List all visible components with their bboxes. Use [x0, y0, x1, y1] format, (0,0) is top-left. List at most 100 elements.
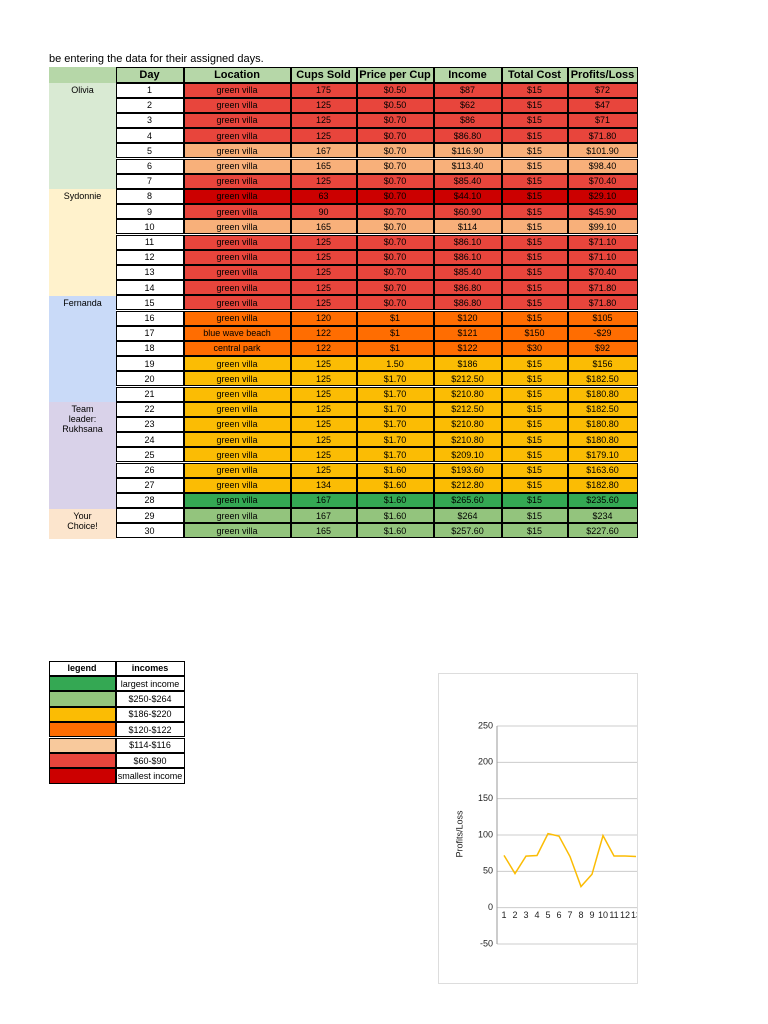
group-cell: Fernanda: [49, 295, 116, 403]
data-cell: $0.70: [356, 128, 434, 144]
legend-swatch: [48, 752, 116, 769]
x-tick-label: 12: [620, 910, 630, 920]
data-cell: $15: [501, 234, 568, 250]
data-cell: $15: [501, 432, 568, 448]
data-cell: $47: [567, 97, 638, 113]
data-cell: green villa: [183, 356, 291, 372]
data-cell: $0.50: [356, 97, 434, 113]
day-cell: 6: [115, 158, 184, 174]
day-cell: 9: [115, 204, 184, 220]
data-cell: green villa: [183, 401, 291, 417]
data-cell: $179.10: [567, 447, 638, 463]
data-cell: 122: [290, 340, 357, 357]
line-series: [503, 832, 637, 888]
data-cell: $15: [501, 356, 568, 372]
data-cell: $86.10: [433, 234, 502, 250]
data-cell: $71: [567, 112, 638, 129]
header-cell: Location: [183, 66, 291, 83]
legend-label: $120-$122: [115, 722, 185, 738]
data-cell: $209.10: [433, 447, 502, 463]
header-cell: Profits/Loss: [567, 66, 638, 83]
x-tick-label: 7: [567, 910, 572, 920]
data-cell: $15: [501, 173, 568, 189]
y-tick-label: 100: [478, 829, 493, 839]
data-cell: $0.70: [356, 219, 434, 235]
data-cell: 90: [290, 204, 357, 220]
legend-swatch: [48, 706, 116, 723]
data-cell: $1.60: [356, 492, 434, 509]
data-cell: $62: [433, 97, 502, 113]
data-cell: green villa: [183, 173, 291, 189]
data-cell: $0.50: [356, 82, 434, 98]
legend-header: legend: [48, 660, 116, 676]
legend-label: $60-$90: [115, 752, 185, 769]
data-cell: $182.50: [567, 401, 638, 417]
data-cell: $15: [501, 264, 568, 281]
data-cell: 165: [290, 219, 357, 235]
x-tick-label: 1: [501, 910, 506, 920]
day-cell: 3: [115, 112, 184, 129]
group-label: Fernanda: [63, 297, 102, 308]
data-cell: $227.60: [567, 523, 638, 539]
data-cell: blue wave beach: [183, 325, 291, 341]
data-cell: 120: [290, 310, 357, 326]
legend-swatch: [48, 691, 116, 707]
data-cell: $98.40: [567, 158, 638, 174]
data-cell: $15: [501, 386, 568, 402]
data-cell: $114: [433, 219, 502, 235]
data-cell: $120: [433, 310, 502, 326]
data-cell: green villa: [183, 462, 291, 478]
data-cell: green villa: [183, 264, 291, 281]
data-cell: 125: [290, 280, 357, 296]
data-cell: $182.80: [567, 477, 638, 493]
data-cell: $210.80: [433, 432, 502, 448]
data-cell: 125: [290, 234, 357, 250]
data-cell: $186: [433, 356, 502, 372]
x-tick-label: 2: [512, 910, 517, 920]
x-tick-label: 11: [609, 910, 618, 920]
data-cell: $70.40: [567, 264, 638, 281]
day-cell: 29: [115, 508, 184, 524]
data-cell: $15: [501, 219, 568, 235]
data-cell: green villa: [183, 371, 291, 387]
legend-label: $114-$116: [115, 737, 185, 753]
data-cell: $15: [501, 188, 568, 205]
data-cell: $235.60: [567, 492, 638, 509]
data-cell: $1: [356, 310, 434, 326]
data-cell: $180.80: [567, 386, 638, 402]
day-cell: 11: [115, 234, 184, 250]
data-cell: green villa: [183, 112, 291, 129]
data-cell: $0.70: [356, 234, 434, 250]
data-cell: $15: [501, 447, 568, 463]
data-cell: green villa: [183, 492, 291, 509]
data-cell: $257.60: [433, 523, 502, 539]
data-cell: $1.60: [356, 523, 434, 539]
y-tick-label: 200: [478, 757, 493, 767]
data-cell: $15: [501, 295, 568, 311]
data-cell: 63: [290, 188, 357, 205]
data-cell: $45.90: [567, 204, 638, 220]
legend-header: incomes: [115, 660, 185, 676]
group-cell: Team leader: Rukhsana: [49, 402, 116, 509]
data-cell: $0.70: [356, 295, 434, 311]
data-cell: $212.50: [433, 371, 502, 387]
data-cell: $156: [567, 356, 638, 372]
day-cell: 17: [115, 325, 184, 341]
data-cell: $86: [433, 112, 502, 129]
day-cell: 28: [115, 492, 184, 509]
y-axis-label: Profits/Loss: [454, 810, 464, 858]
data-cell: $15: [501, 204, 568, 220]
data-cell: $193.60: [433, 462, 502, 478]
header-cell: [49, 67, 116, 83]
data-cell: 125: [290, 447, 357, 463]
group-label: Olivia: [71, 85, 94, 95]
data-cell: $60.90: [433, 204, 502, 220]
data-cell: 165: [290, 158, 357, 174]
data-cell: 125: [290, 371, 357, 387]
data-cell: green villa: [183, 128, 291, 144]
data-cell: $101.90: [567, 143, 638, 159]
data-cell: $1.60: [356, 477, 434, 493]
data-cell: $15: [501, 401, 568, 417]
x-tick-label: 3: [523, 910, 528, 920]
